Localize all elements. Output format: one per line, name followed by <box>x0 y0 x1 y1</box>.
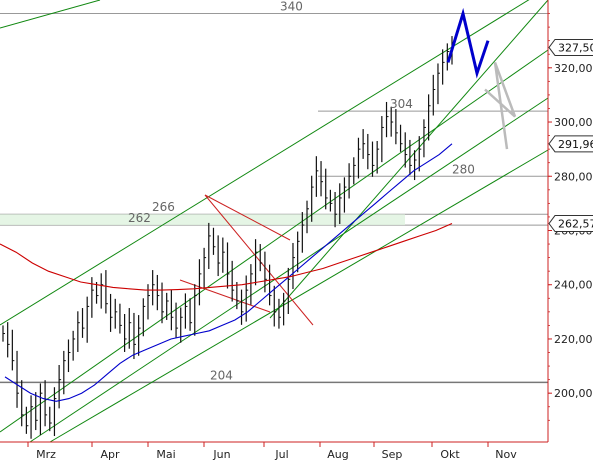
trendline-green-1 <box>0 49 549 433</box>
x-tick-label: Mai <box>156 448 175 461</box>
level-label-340: 340 <box>280 0 303 14</box>
price-series <box>0 7 517 439</box>
trendlines <box>0 0 549 443</box>
y-tick-label: 200,000 <box>554 387 593 400</box>
forecast-path-3 <box>446 7 490 79</box>
y-tick-label: 280,000 <box>554 170 593 183</box>
zone-262-266 <box>0 214 405 226</box>
highlight-zone <box>0 214 405 226</box>
x-tick-label: Nov <box>495 448 517 461</box>
x-tick-label: Sep <box>382 448 403 461</box>
price-box-label: 327,50 <box>558 41 593 54</box>
x-tick-label: Aug <box>327 448 348 461</box>
x-tick-label: Apr <box>100 448 120 461</box>
price-box-label: 291,96 <box>558 138 593 151</box>
y-tick-label: 220,000 <box>554 333 593 346</box>
level-label-262: 262 <box>128 211 151 225</box>
level-label-266: 266 <box>152 200 175 214</box>
trendline-green-5 <box>0 0 101 29</box>
y-tick-label: 240,000 <box>554 279 593 292</box>
trendline-red-down <box>204 194 314 326</box>
level-label-280: 280 <box>452 162 475 176</box>
trendline-red-upper <box>204 194 291 241</box>
price-box-frame <box>548 215 593 233</box>
trendline-green-2 <box>29 97 549 443</box>
x-tick-label: Mrz <box>36 448 56 461</box>
trendline-green-4 <box>269 0 549 319</box>
y-tick-label: 300,000 <box>554 116 593 129</box>
forecast-path-4 <box>484 61 517 150</box>
y-tick-label: 320,000 <box>554 62 593 75</box>
moving-average-line-1 <box>4 143 453 402</box>
trendline-red-lower <box>179 279 271 313</box>
level-label-204: 204 <box>210 368 233 382</box>
x-tick-label: Jul <box>274 448 288 461</box>
trendline-green-0 <box>0 0 530 326</box>
price-box-label: 262,57 <box>558 218 593 231</box>
price-box-frame <box>548 38 593 56</box>
price-box-frame <box>548 135 593 153</box>
level-label-304: 304 <box>390 97 413 111</box>
moving-average-line-2 <box>0 222 453 291</box>
x-tick-label: Okt <box>440 448 460 461</box>
price-boxes: 327,50 291,96 262,57 <box>548 38 593 233</box>
trendline-green-3 <box>49 149 549 443</box>
x-tick-label: Jun <box>212 448 230 461</box>
